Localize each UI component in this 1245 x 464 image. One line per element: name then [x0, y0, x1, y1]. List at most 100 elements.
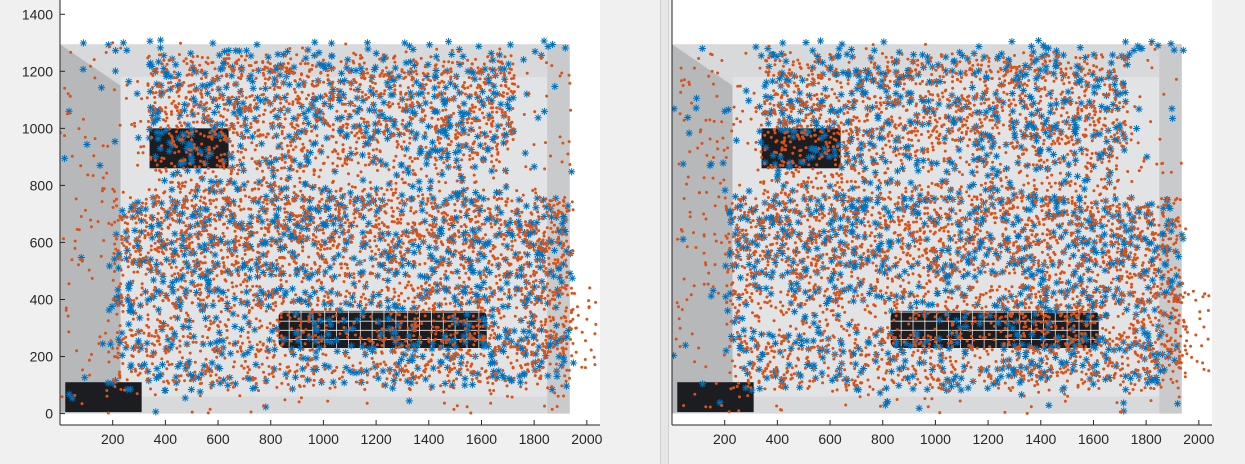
- asterisk-point[interactable]: [359, 343, 367, 351]
- asterisk-point[interactable]: [481, 130, 489, 138]
- dot-point[interactable]: [481, 147, 485, 150]
- dot-point[interactable]: [201, 271, 205, 275]
- dot-point[interactable]: [553, 298, 557, 302]
- dot-point[interactable]: [299, 302, 303, 305]
- dot-point[interactable]: [348, 326, 352, 330]
- dot-point[interactable]: [159, 321, 163, 325]
- dot-point[interactable]: [316, 310, 320, 314]
- dot-point[interactable]: [442, 123, 446, 127]
- asterisk-point[interactable]: [188, 213, 196, 221]
- dot-point[interactable]: [445, 328, 448, 332]
- dot-point[interactable]: [490, 263, 494, 267]
- asterisk-point[interactable]: [272, 265, 281, 273]
- dot-point[interactable]: [248, 103, 252, 107]
- dot-point[interactable]: [237, 95, 241, 99]
- asterisk-point[interactable]: [321, 361, 329, 370]
- dot-point[interactable]: [464, 260, 468, 264]
- dot-point[interactable]: [314, 227, 318, 231]
- asterisk-point[interactable]: [564, 326, 573, 335]
- asterisk-point[interactable]: [368, 347, 377, 355]
- dot-point[interactable]: [89, 218, 92, 222]
- dot-point[interactable]: [130, 123, 134, 126]
- dot-point[interactable]: [312, 383, 315, 387]
- dot-point[interactable]: [220, 272, 224, 275]
- dot-point[interactable]: [360, 208, 364, 211]
- dot-point[interactable]: [426, 91, 430, 95]
- dot-point[interactable]: [408, 136, 412, 140]
- dot-point[interactable]: [111, 206, 115, 209]
- dot-point[interactable]: [553, 391, 557, 395]
- dot-point[interactable]: [557, 323, 560, 327]
- asterisk-point[interactable]: [162, 126, 170, 135]
- dot-point[interactable]: [217, 110, 221, 114]
- asterisk-point[interactable]: [456, 300, 464, 309]
- dot-point[interactable]: [251, 69, 255, 73]
- dot-point[interactable]: [249, 410, 253, 414]
- dot-point[interactable]: [121, 303, 125, 307]
- asterisk-point[interactable]: [457, 108, 465, 116]
- asterisk-point[interactable]: [500, 65, 508, 73]
- asterisk-point[interactable]: [474, 292, 482, 300]
- dot-point[interactable]: [201, 222, 204, 226]
- dot-point[interactable]: [347, 172, 350, 176]
- dot-point[interactable]: [264, 349, 268, 353]
- asterisk-point[interactable]: [479, 155, 487, 163]
- dot-point[interactable]: [147, 332, 151, 335]
- dot-point[interactable]: [562, 204, 565, 208]
- asterisk-point[interactable]: [532, 204, 540, 212]
- dot-point[interactable]: [311, 310, 315, 314]
- dot-point[interactable]: [145, 349, 148, 353]
- dot-point[interactable]: [412, 326, 416, 330]
- dot-point[interactable]: [371, 137, 375, 141]
- asterisk-point[interactable]: [461, 338, 469, 346]
- asterisk-point[interactable]: [540, 284, 548, 292]
- dot-point[interactable]: [240, 74, 244, 78]
- dot-point[interactable]: [235, 254, 239, 258]
- dot-point[interactable]: [406, 296, 410, 300]
- dot-point[interactable]: [385, 56, 389, 60]
- dot-point[interactable]: [75, 349, 79, 353]
- dot-point[interactable]: [494, 274, 498, 278]
- dot-point[interactable]: [279, 284, 283, 288]
- dot-point[interactable]: [327, 137, 331, 140]
- dot-point[interactable]: [478, 107, 482, 111]
- asterisk-point[interactable]: [176, 303, 184, 311]
- asterisk-point[interactable]: [206, 80, 214, 89]
- asterisk-point[interactable]: [408, 128, 416, 136]
- asterisk-point[interactable]: [342, 133, 351, 141]
- asterisk-point[interactable]: [323, 337, 331, 345]
- asterisk-point[interactable]: [454, 368, 463, 376]
- asterisk-point[interactable]: [304, 355, 312, 363]
- dot-point[interactable]: [223, 58, 226, 61]
- asterisk-point[interactable]: [362, 140, 370, 148]
- asterisk-point[interactable]: [533, 194, 541, 202]
- asterisk-point[interactable]: [193, 220, 202, 228]
- asterisk-point[interactable]: [330, 273, 339, 281]
- dot-point[interactable]: [160, 108, 164, 111]
- asterisk-point[interactable]: [321, 268, 329, 276]
- asterisk-point[interactable]: [147, 223, 155, 231]
- dot-point[interactable]: [469, 165, 473, 169]
- dot-point[interactable]: [335, 109, 339, 113]
- dot-point[interactable]: [209, 269, 213, 273]
- dot-point[interactable]: [265, 202, 269, 206]
- asterisk-point[interactable]: [351, 197, 359, 205]
- dot-point[interactable]: [436, 366, 440, 370]
- dot-point[interactable]: [244, 194, 247, 198]
- dot-point[interactable]: [321, 95, 325, 99]
- dot-point[interactable]: [342, 228, 346, 232]
- asterisk-point[interactable]: [467, 262, 475, 270]
- asterisk-point[interactable]: [79, 39, 88, 47]
- asterisk-point[interactable]: [248, 77, 257, 86]
- dot-point[interactable]: [199, 283, 203, 287]
- dot-point[interactable]: [147, 125, 151, 129]
- dot-point[interactable]: [222, 264, 226, 268]
- dot-point[interactable]: [211, 129, 215, 133]
- dot-point[interactable]: [74, 197, 78, 201]
- asterisk-point[interactable]: [555, 353, 563, 361]
- dot-point[interactable]: [142, 144, 146, 148]
- dot-point[interactable]: [180, 124, 183, 128]
- dot-point[interactable]: [436, 236, 440, 240]
- dot-point[interactable]: [306, 149, 309, 153]
- asterisk-point[interactable]: [272, 112, 280, 121]
